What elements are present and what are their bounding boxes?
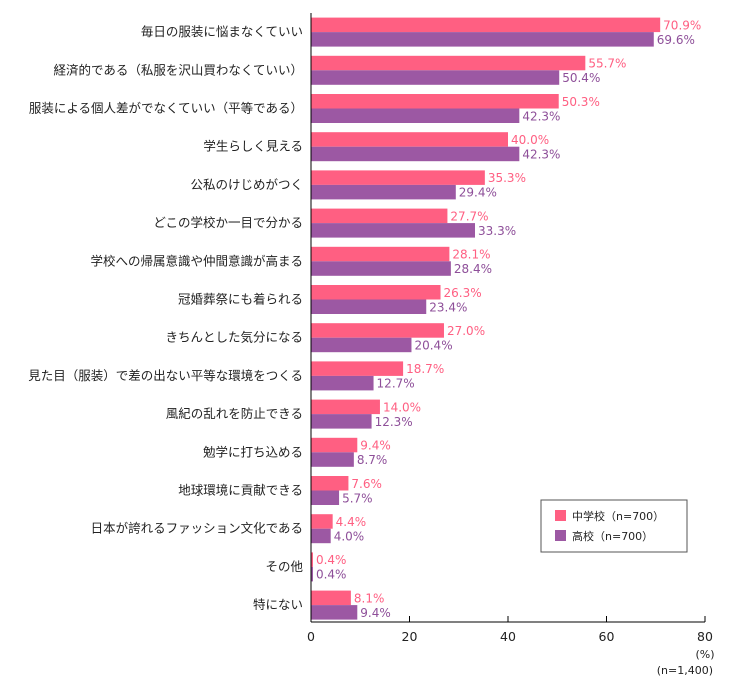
- bar-high-school: [311, 223, 476, 238]
- data-label: 4.4%: [336, 515, 367, 529]
- data-label: 69.6%: [657, 33, 695, 47]
- bar-junior-high: [311, 132, 508, 147]
- legend-swatch: [555, 510, 566, 521]
- bar-junior-high: [311, 246, 450, 262]
- data-label: 0.4%: [316, 568, 347, 582]
- x-tick-label: 20: [402, 629, 418, 644]
- data-label: 42.3%: [522, 147, 560, 161]
- bar-high-school: [311, 605, 358, 620]
- category-label: 風紀の乱れを防止できる: [166, 406, 303, 421]
- data-label: 23.4%: [429, 300, 467, 314]
- bar-high-school: [311, 184, 456, 200]
- category-label: 経済的である（私服を沢山買わなくていい）: [53, 62, 303, 77]
- legend-box: [540, 499, 688, 553]
- bar-junior-high: [311, 94, 559, 109]
- data-label: 18.7%: [406, 362, 444, 376]
- bar-high-school: [311, 566, 313, 582]
- data-label: 33.3%: [478, 224, 516, 238]
- category-label: 冠婚葬祭にも着られる: [178, 292, 303, 307]
- data-label: 5.7%: [342, 491, 373, 505]
- data-label: 7.6%: [351, 477, 382, 491]
- bar-junior-high: [311, 514, 333, 529]
- bar-junior-high: [311, 552, 313, 567]
- bar-high-school: [311, 108, 520, 123]
- bar-high-school: [311, 452, 354, 467]
- data-label: 27.0%: [447, 324, 485, 338]
- data-label: 4.0%: [334, 529, 365, 543]
- data-label: 20.4%: [414, 338, 452, 352]
- data-label: 14.0%: [383, 400, 421, 414]
- bar-high-school: [311, 299, 427, 314]
- data-label: 8.7%: [357, 453, 388, 467]
- bar-junior-high: [311, 55, 586, 71]
- bar-junior-high: [311, 323, 444, 338]
- bar-high-school: [311, 70, 560, 85]
- legend-swatch: [555, 530, 566, 541]
- category-label: 見た目（服装）で差の出ない平等な環境をつくる: [28, 368, 303, 383]
- bar-high-school: [311, 32, 654, 47]
- data-label: 26.3%: [444, 286, 482, 300]
- data-label: 50.3%: [562, 95, 600, 109]
- legend: 中学校（n=700） 高校（n=700）: [540, 499, 688, 553]
- bar-high-school: [311, 146, 520, 162]
- data-label: 12.3%: [375, 415, 413, 429]
- x-tick-label: 0: [307, 629, 315, 644]
- data-label: 12.7%: [377, 377, 415, 391]
- bar-junior-high: [311, 208, 448, 224]
- bar-junior-high: [311, 590, 351, 606]
- x-tick-label: 80: [697, 629, 713, 644]
- category-label: 日本が誇れるファッション文化である: [91, 521, 303, 536]
- bar-junior-high: [311, 17, 661, 33]
- bar-high-school: [311, 261, 451, 276]
- category-label: 特にない: [253, 597, 303, 612]
- category-label: 学校への帰属意識や仲間意識が高まる: [90, 253, 303, 268]
- category-label: 学生らしく見える: [203, 139, 303, 154]
- legend-label: 高校（n=700）: [572, 529, 653, 543]
- data-label: 40.0%: [511, 133, 549, 147]
- x-tick-label: 40: [500, 629, 516, 644]
- bars-layer: [311, 17, 661, 620]
- bar-high-school: [311, 414, 372, 429]
- axes-layer: 0 20 40 60 80 (%) (n=1,400): [307, 13, 715, 677]
- data-label: 42.3%: [522, 109, 560, 123]
- category-label: 服装による個人差がでなくていい（平等である）: [29, 101, 303, 116]
- category-label: 公私のけじめがつく: [190, 177, 303, 192]
- category-label: どこの学校か一目で分かる: [153, 215, 303, 230]
- data-label: 70.9%: [663, 18, 701, 32]
- data-label: 28.1%: [452, 248, 490, 262]
- bar-junior-high: [311, 437, 358, 453]
- data-label: 8.1%: [354, 591, 385, 605]
- bar-junior-high: [311, 361, 404, 376]
- bar-junior-high: [311, 170, 485, 185]
- bar-high-school: [311, 375, 374, 391]
- x-tick-label: 60: [599, 629, 615, 644]
- data-label: 9.4%: [360, 606, 391, 620]
- bar-high-school: [311, 337, 412, 353]
- category-label: 地球環境に貢献できる: [178, 483, 303, 498]
- category-label: きちんとした気分になる: [165, 330, 303, 345]
- data-label: 27.7%: [450, 209, 488, 223]
- data-label: 50.4%: [562, 71, 600, 85]
- labels-layer: 毎日の服装に悩まなくていい 70.9%69.6% 経済的である（私服を沢山買わなくて…: [28, 18, 701, 620]
- data-label: 55.7%: [588, 57, 626, 71]
- data-label: 35.3%: [488, 171, 526, 185]
- data-label: 28.4%: [454, 262, 492, 276]
- bar-junior-high: [311, 285, 441, 300]
- bar-high-school: [311, 490, 340, 505]
- data-label: 0.4%: [316, 553, 347, 567]
- category-label: 勉学に打ち込める: [203, 444, 303, 459]
- unit-label: (%): [695, 648, 714, 661]
- category-label: 毎日の服装に悩まなくていい: [141, 24, 303, 39]
- bar-high-school: [311, 528, 331, 544]
- data-label: 9.4%: [360, 439, 391, 453]
- sample-note: (n=1,400): [657, 664, 713, 677]
- bar-junior-high: [311, 399, 380, 415]
- bar-junior-high: [311, 476, 349, 491]
- category-label: その他: [265, 559, 303, 574]
- data-label: 29.4%: [459, 186, 497, 200]
- legend-label: 中学校（n=700）: [572, 509, 664, 523]
